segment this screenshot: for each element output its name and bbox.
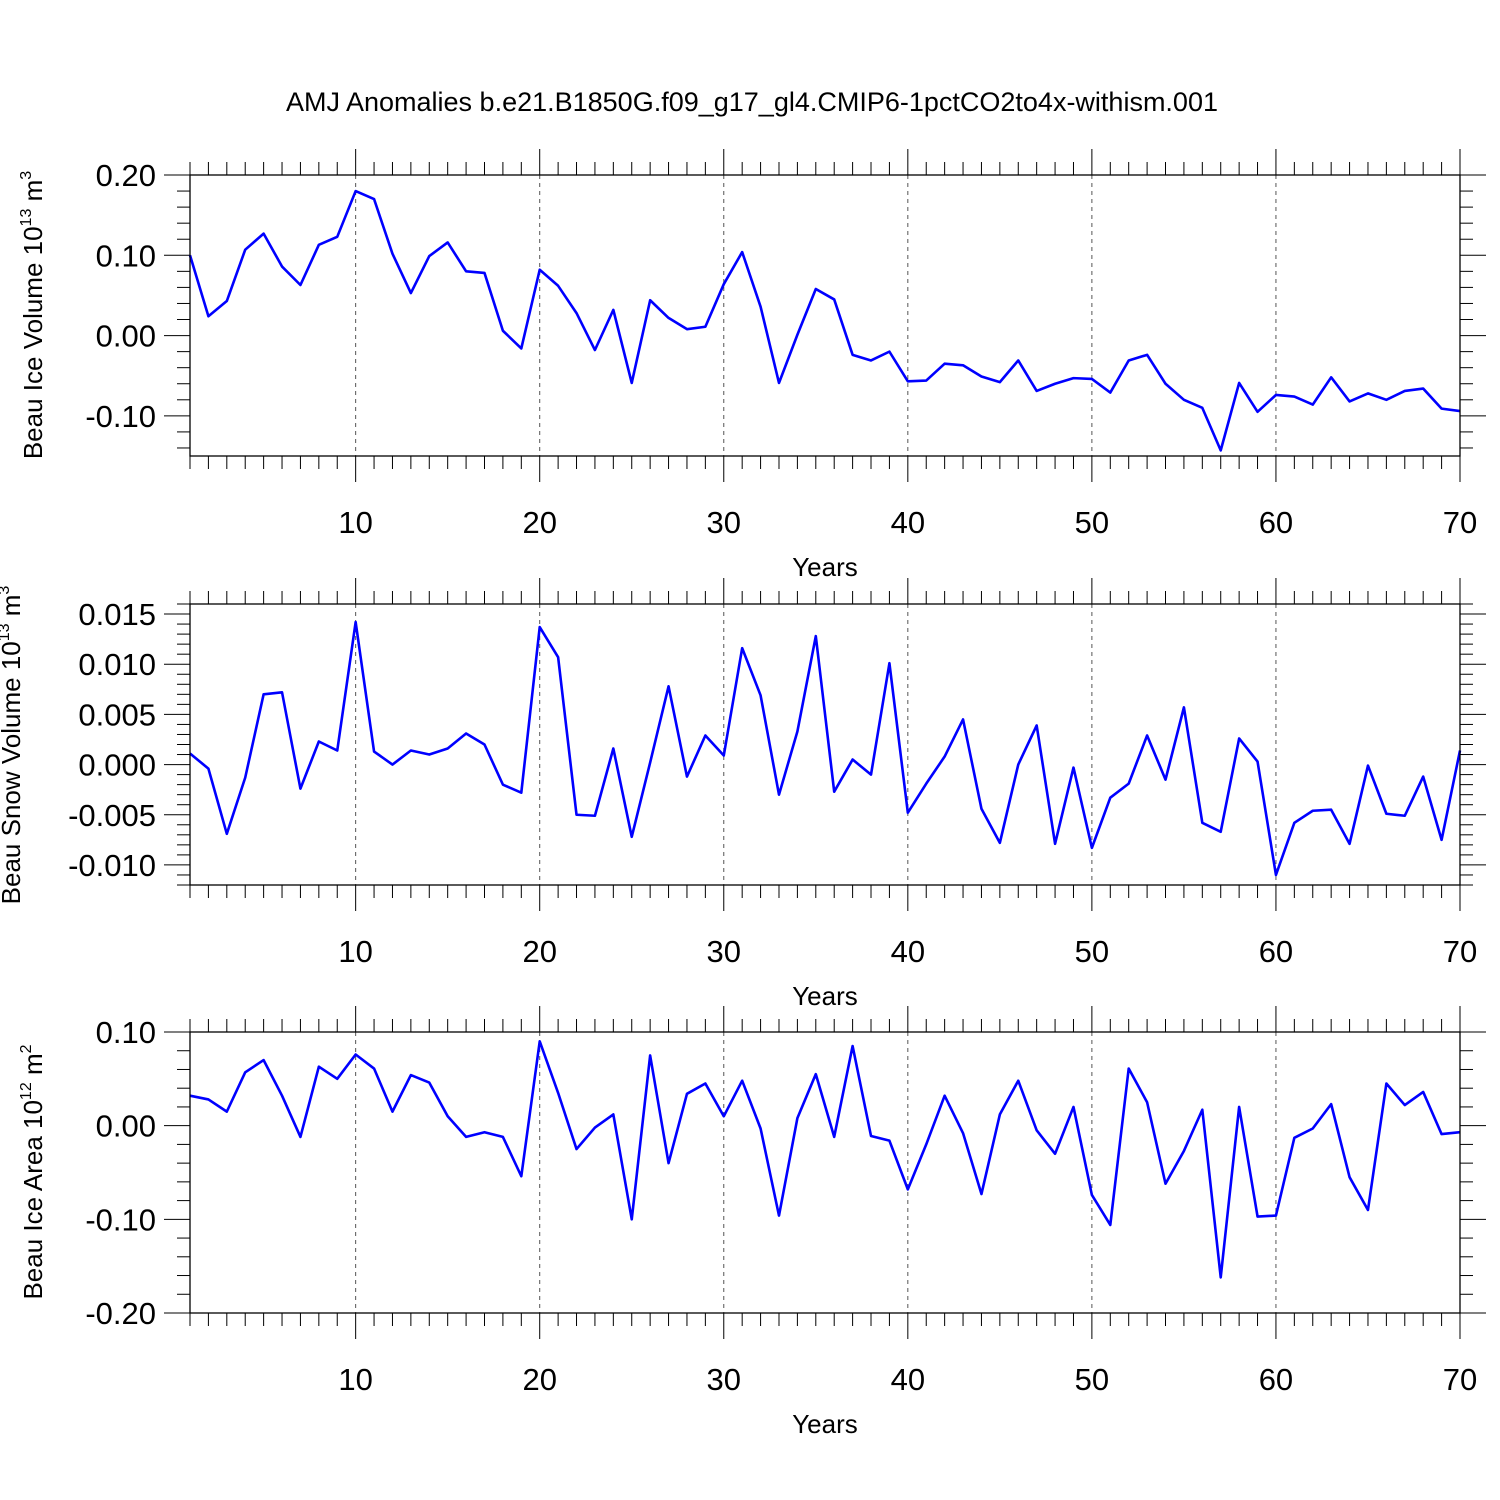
plot-frame: [189, 1031, 1461, 1314]
x-tick-label: 40: [891, 934, 925, 969]
x-axis-label: Years: [792, 1409, 858, 1439]
x-tick-label: 10: [338, 505, 372, 540]
x-tick-label: 70: [1443, 1362, 1477, 1397]
y-tick-label: 0.005: [78, 697, 156, 732]
series-line: [188, 189, 1461, 452]
y-axis-label: Beau Ice Volume 1013 m3: [18, 171, 48, 459]
y-axis-label-part: Beau Ice Area 10: [18, 1100, 48, 1299]
x-tick-label: 30: [707, 1362, 741, 1397]
y-tick-label: -0.005: [68, 798, 156, 833]
x-axis-label: Years: [792, 552, 858, 582]
y-axis-label-part: 13: [0, 623, 13, 641]
y-tick-label: 0.00: [96, 1109, 156, 1144]
x-tick-label: 50: [1075, 1362, 1109, 1397]
panel-ice-area: 0.10 0.00 -0.10 -0.20 10 20 30 40 50 60 70 Years Bea…: [18, 1006, 1486, 1439]
series-line: [189, 620, 1462, 877]
x-tick-label: 10: [338, 1362, 372, 1397]
y-axis-label-part: 2: [18, 1044, 35, 1053]
y-tick-label: -0.010: [68, 848, 156, 883]
x-tick-label: 70: [1443, 505, 1477, 540]
x-tick-label: 20: [522, 505, 556, 540]
x-tick-label: 20: [522, 1362, 556, 1397]
plot-frame: [189, 603, 1461, 886]
y-axis-label-part: m: [18, 1053, 48, 1082]
x-tick-label: 40: [891, 505, 925, 540]
panel-ice-volume: 0.20 0.10 0.00 -0.10 10 20 30 40 50 60 70 Years Beau…: [18, 149, 1486, 582]
y-tick-label: 0.10: [96, 238, 156, 273]
y-tick-label: 0.10: [96, 1015, 156, 1050]
x-tick-label: 60: [1259, 505, 1293, 540]
figure-title: AMJ Anomalies b.e21.B1850G.f09_g17_gl4.C…: [286, 87, 1218, 117]
y-tick-label: 0.015: [78, 597, 156, 632]
series-line: [189, 1040, 1461, 1279]
x-tick-label: 50: [1075, 934, 1109, 969]
y-axis-label-part: 3: [0, 586, 13, 595]
x-tick-label: 50: [1075, 505, 1109, 540]
y-axis-label-part: 13: [18, 209, 35, 227]
y-axis-label-part: 12: [18, 1082, 35, 1100]
x-tick-label: 60: [1259, 934, 1293, 969]
y-tick-label: 0.010: [78, 647, 156, 682]
x-tick-label: 20: [522, 934, 556, 969]
x-tick-label: 10: [338, 934, 372, 969]
y-tick-label: 0.20: [96, 158, 156, 193]
x-tick-label: 70: [1443, 934, 1477, 969]
y-tick-label: 0.000: [78, 748, 156, 783]
y-tick-label: 0.00: [96, 319, 156, 354]
x-tick-label: 30: [707, 505, 741, 540]
y-axis-label-part: Beau Snow Volume 10: [0, 641, 26, 904]
x-tick-label: 60: [1259, 1362, 1293, 1397]
x-axis-label: Years: [792, 981, 858, 1011]
y-axis-label-part: m: [0, 595, 26, 624]
x-tick-label: 40: [891, 1362, 925, 1397]
x-tick-label: 30: [707, 934, 741, 969]
y-tick-label: -0.10: [85, 399, 156, 434]
y-axis-label: Beau Ice Area 1012 m2: [18, 1044, 48, 1299]
y-axis-label-part: Beau Ice Volume 10: [18, 226, 48, 459]
y-axis-label-part: 3: [18, 171, 35, 180]
y-axis-label: Beau Snow Volume 1013 m3: [0, 586, 26, 905]
y-tick-label: -0.20: [85, 1296, 156, 1331]
y-axis-label-part: m: [18, 180, 48, 209]
y-tick-label: -0.10: [85, 1202, 156, 1237]
plot-frame: [189, 174, 1461, 457]
panel-snow-volume: 0.015 0.010 0.005 0.000 -0.005 -0.010 10 20 30 40…: [0, 578, 1486, 1011]
